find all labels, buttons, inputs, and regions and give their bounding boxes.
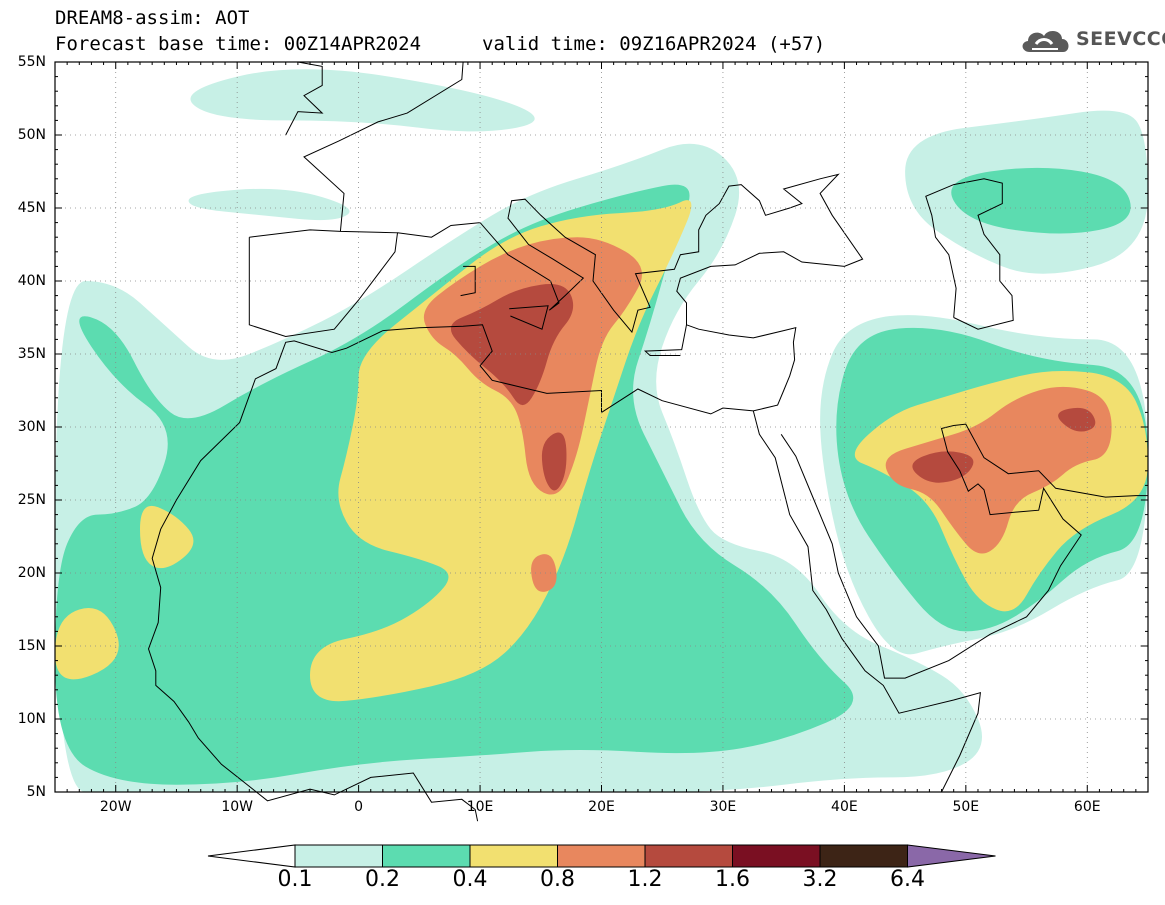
longitude-label: 50E [952, 799, 980, 815]
aot-contour-level-4 [531, 554, 557, 592]
aot-contour-level-1 [190, 69, 535, 132]
coastline-layer [147, 61, 1148, 822]
map-title: DREAM8-assim: AOT [55, 7, 250, 29]
aot-contour-level-1 [188, 188, 350, 221]
latitude-label: 45N [17, 200, 46, 216]
colorbar-swatch [644, 844, 733, 868]
colorbar-swatch [732, 844, 821, 868]
base-time-label: Forecast base time: 00Z14APR2024 [55, 33, 422, 55]
coastline-segment [248, 229, 399, 338]
aot-field-layer [55, 69, 1148, 792]
latitude-label: 40N [17, 273, 46, 289]
latitude-label: 35N [17, 346, 46, 362]
colorbar-upper-extension [907, 844, 996, 868]
colorbar-label: 0.4 [452, 867, 488, 892]
longitude-label: 40E [831, 799, 858, 815]
colorbar-label: 0.2 [365, 867, 400, 892]
coastline-segment [752, 410, 981, 793]
cloud-logo-icon [1022, 30, 1069, 52]
colorbar-label: 3.2 [802, 867, 838, 892]
valid-time-label: valid time: 09Z16APR2024 (+57) [482, 33, 826, 55]
colorbar-label: 6.4 [890, 867, 925, 892]
seevccc-logo: SEEVCCC [1018, 22, 1165, 62]
latitude-label: 30N [17, 419, 46, 435]
colorbar-label: 0.8 [540, 867, 575, 892]
longitude-label: 20E [588, 799, 615, 815]
latitude-label: 25N [17, 492, 46, 508]
grid-layer [55, 62, 1148, 792]
colorbar-swatch [294, 844, 383, 868]
colorbar-swatch [557, 844, 646, 868]
coastline-segment [460, 265, 476, 297]
colorbar-lower-extension [207, 844, 296, 868]
latitude-label: 10N [17, 711, 46, 727]
colorbar-label: 1.6 [715, 867, 750, 892]
latitude-label: 55N [17, 54, 46, 70]
logo-text: SEEVCCC [1076, 28, 1165, 50]
longitude-label: 0 [354, 799, 364, 815]
coastline-segment [643, 324, 687, 356]
aot-contour-level-5 [912, 451, 974, 483]
longitude-label: 60E [1073, 799, 1101, 815]
coastline-segment [285, 61, 324, 136]
aot-contour-level-3 [140, 505, 194, 569]
latitude-label: 20N [17, 565, 46, 581]
aot-contour-level-4 [885, 386, 1112, 554]
colorbar-label: 0.1 [277, 867, 313, 892]
latitude-label: 50N [17, 127, 46, 143]
aot-contour-level-3 [55, 608, 119, 680]
axis-ticks [54, 61, 1149, 793]
colorbar-swatch [469, 844, 558, 868]
coastline-segment [509, 305, 549, 330]
coastline-segment [147, 173, 864, 822]
coastline-segment [303, 61, 464, 232]
longitude-label: 10W [221, 799, 253, 815]
longitude-label: 10E [466, 799, 494, 815]
coastline-segment [780, 423, 1148, 679]
latitude-label: 5N [26, 784, 46, 800]
aot-contour-level-5 [1058, 407, 1096, 432]
aot-contour-level-2 [951, 167, 1131, 234]
aot-contour-level-5 [541, 432, 567, 491]
coastline-segment [925, 178, 1014, 330]
colorbar-swatch [819, 844, 908, 868]
longitude-label: 30E [709, 799, 737, 815]
longitude-label: 20W [99, 799, 132, 815]
colorbar-swatch [382, 844, 471, 868]
colorbar-label: 1.2 [627, 867, 663, 892]
aot-contour-level-5 [450, 283, 574, 406]
latitude-label: 15N [17, 638, 46, 654]
